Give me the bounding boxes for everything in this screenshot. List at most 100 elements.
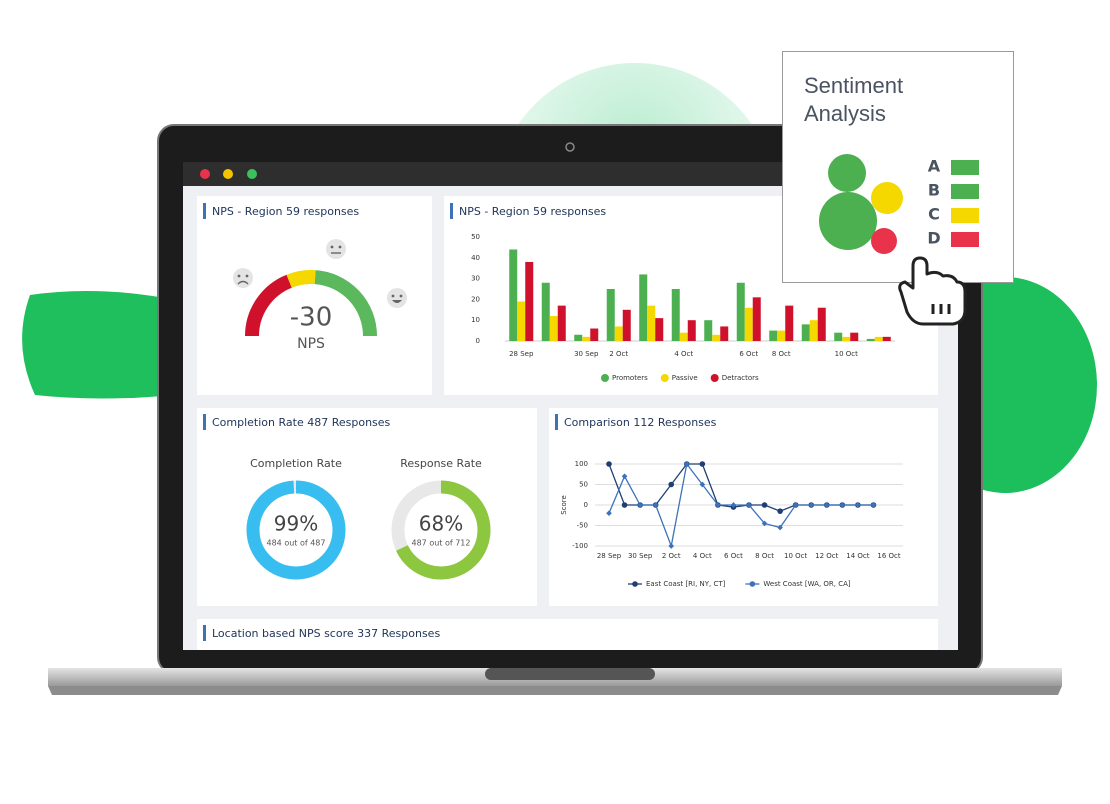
y-tick-label: -100 bbox=[572, 542, 588, 550]
bar bbox=[517, 301, 526, 341]
bar bbox=[606, 289, 615, 341]
donut-arc bbox=[246, 480, 346, 580]
point bbox=[823, 502, 830, 508]
bar bbox=[817, 307, 826, 341]
bar bbox=[549, 316, 558, 341]
grade-letter: B bbox=[928, 181, 940, 200]
legend-marker bbox=[749, 581, 756, 587]
x-tick-label: 6 Oct bbox=[724, 552, 743, 560]
x-tick-label: 10 Oct bbox=[835, 350, 858, 358]
bubble bbox=[871, 228, 897, 254]
bar bbox=[687, 320, 696, 341]
grade-bar bbox=[951, 208, 979, 223]
bar bbox=[866, 338, 875, 341]
accent bbox=[203, 203, 206, 219]
gauge-arc bbox=[286, 270, 316, 288]
x-tick-label: 28 Sep bbox=[597, 552, 622, 560]
bubble bbox=[828, 154, 866, 192]
bar bbox=[590, 328, 599, 341]
bar bbox=[785, 305, 794, 341]
legend-label: Detractors bbox=[722, 374, 759, 382]
point bbox=[621, 502, 628, 508]
bar bbox=[769, 330, 778, 341]
point bbox=[730, 502, 737, 508]
bar bbox=[622, 309, 631, 341]
point bbox=[668, 481, 675, 488]
point bbox=[621, 473, 628, 480]
bar bbox=[679, 332, 688, 341]
gauge-label: NPS bbox=[297, 336, 325, 352]
x-tick-label: 14 Oct bbox=[846, 552, 869, 560]
bar bbox=[720, 326, 729, 341]
legend-marker bbox=[601, 374, 609, 382]
emoji-happy bbox=[387, 288, 407, 308]
x-tick-label: 6 Oct bbox=[739, 350, 758, 358]
grade-bar bbox=[951, 160, 979, 175]
grade-bar bbox=[951, 184, 979, 199]
x-tick-label: 2 Oct bbox=[609, 350, 628, 358]
point bbox=[761, 502, 768, 508]
panel-title: NPS - Region 59 responses bbox=[212, 205, 359, 218]
window-maximize[interactable] bbox=[247, 169, 257, 179]
hand-cursor bbox=[898, 256, 967, 326]
bar bbox=[509, 249, 518, 341]
x-tick-label: 4 Oct bbox=[693, 552, 712, 560]
bar bbox=[736, 282, 745, 341]
gauge-arc bbox=[245, 274, 293, 337]
laptop-base-edge bbox=[48, 686, 1062, 695]
bar bbox=[557, 305, 566, 341]
bar bbox=[712, 334, 721, 341]
emoji-sad bbox=[233, 268, 253, 288]
x-tick-label: 8 Oct bbox=[755, 552, 774, 560]
grade-bar bbox=[951, 232, 979, 247]
x-tick-label: 2 Oct bbox=[662, 552, 681, 560]
point bbox=[683, 461, 690, 467]
y-tick-label: 0 bbox=[584, 501, 588, 509]
donut-subtitle: 487 out of 712 bbox=[412, 539, 471, 548]
donut-value: 68% bbox=[419, 512, 463, 536]
card-title: Sentiment Analysis bbox=[804, 73, 904, 126]
legend-label: East Coast [RI, NY, CT] bbox=[646, 580, 726, 588]
bar bbox=[809, 320, 818, 341]
bar bbox=[842, 336, 851, 341]
point bbox=[761, 520, 768, 527]
x-tick-label: 30 Sep bbox=[574, 350, 599, 358]
x-tick-label: 16 Oct bbox=[877, 552, 900, 560]
bubble bbox=[871, 182, 903, 214]
donut-title: Completion Rate bbox=[250, 457, 342, 470]
y-tick-label: 50 bbox=[579, 481, 588, 489]
x-tick-label: 30 Sep bbox=[628, 552, 653, 560]
window-minimize[interactable] bbox=[223, 169, 233, 179]
bar bbox=[752, 297, 761, 341]
legend-label: West Coast [WA, OR, CA] bbox=[763, 580, 851, 588]
bar bbox=[850, 332, 859, 341]
point bbox=[606, 510, 612, 517]
bar bbox=[647, 305, 656, 341]
point bbox=[870, 502, 877, 508]
point bbox=[668, 543, 675, 549]
x-tick-label: 8 Oct bbox=[772, 350, 791, 358]
point bbox=[715, 502, 721, 508]
donut-arc bbox=[391, 480, 491, 580]
grade-letter: C bbox=[928, 205, 940, 224]
gauge-arc bbox=[314, 270, 377, 337]
x-tick-label: 12 Oct bbox=[815, 552, 838, 560]
window-close[interactable] bbox=[200, 169, 210, 179]
y-tick-label: 20 bbox=[471, 295, 480, 303]
panel-title: NPS - Region 59 responses bbox=[459, 205, 606, 218]
point bbox=[855, 502, 861, 508]
y-axis-label: Score bbox=[560, 495, 568, 515]
bubble bbox=[819, 192, 877, 250]
point bbox=[746, 502, 752, 508]
panel bbox=[549, 408, 938, 606]
grade-letter: A bbox=[928, 157, 941, 176]
bar bbox=[655, 318, 664, 341]
legend-marker bbox=[660, 374, 669, 382]
legend-label: Passive bbox=[672, 374, 698, 382]
bar bbox=[614, 326, 623, 341]
bar bbox=[582, 336, 591, 341]
donut-title: Response Rate bbox=[400, 457, 482, 470]
